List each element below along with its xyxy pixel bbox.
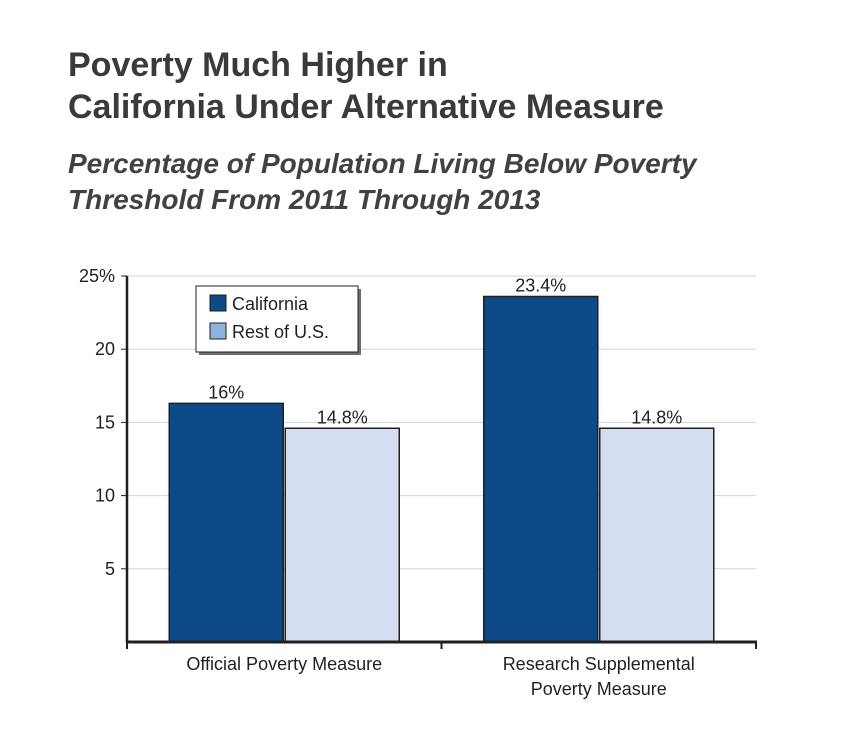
y-tick-labels: 5 10 15 20 25%: [79, 266, 115, 579]
chart-subtitle: Percentage of Population Living Below Po…: [68, 146, 697, 218]
y-tick-label: 5: [105, 559, 115, 579]
legend-label: Rest of U.S.: [232, 322, 329, 342]
x-category-label: Poverty Measure: [531, 679, 667, 699]
legend-swatch: [209, 322, 227, 340]
chart-title: Poverty Much Higher in California Under …: [68, 44, 664, 128]
bar-value-label: 23.4%: [515, 275, 566, 295]
bar: [284, 427, 400, 643]
chart-subtitle-line: Threshold From 2011 Through 2013: [68, 184, 541, 215]
x-category-label: Research Supplemental: [503, 654, 695, 674]
y-tick-label: 25%: [79, 266, 115, 286]
y-tick-label: 15: [95, 412, 115, 432]
chart-title-line: Poverty Much Higher in: [68, 46, 448, 84]
bar-value-label: 14.8%: [631, 407, 682, 427]
legend-swatch: [209, 294, 227, 312]
legend-label: California: [232, 294, 309, 314]
bar: [168, 402, 284, 643]
bar: [483, 295, 599, 643]
axes: [121, 275, 757, 649]
chart-subtitle-line: Percentage of Population Living Below Po…: [68, 148, 697, 179]
bar-group: [168, 295, 715, 643]
y-tick-label: 20: [95, 339, 115, 359]
legend: California Rest of U.S.: [195, 285, 361, 355]
bar-value-labels: 16% 14.8% 23.4% 14.8%: [208, 275, 682, 427]
chart-title-line: California Under Alternative Measure: [68, 88, 664, 126]
y-tick-label: 10: [95, 486, 115, 506]
x-category-label: Official Poverty Measure: [186, 654, 382, 674]
bar-value-label: 16%: [208, 382, 244, 402]
bar: [599, 427, 715, 643]
bar-value-label: 14.8%: [317, 407, 368, 427]
x-category-labels: Official Poverty Measure Research Supplem…: [186, 654, 694, 699]
